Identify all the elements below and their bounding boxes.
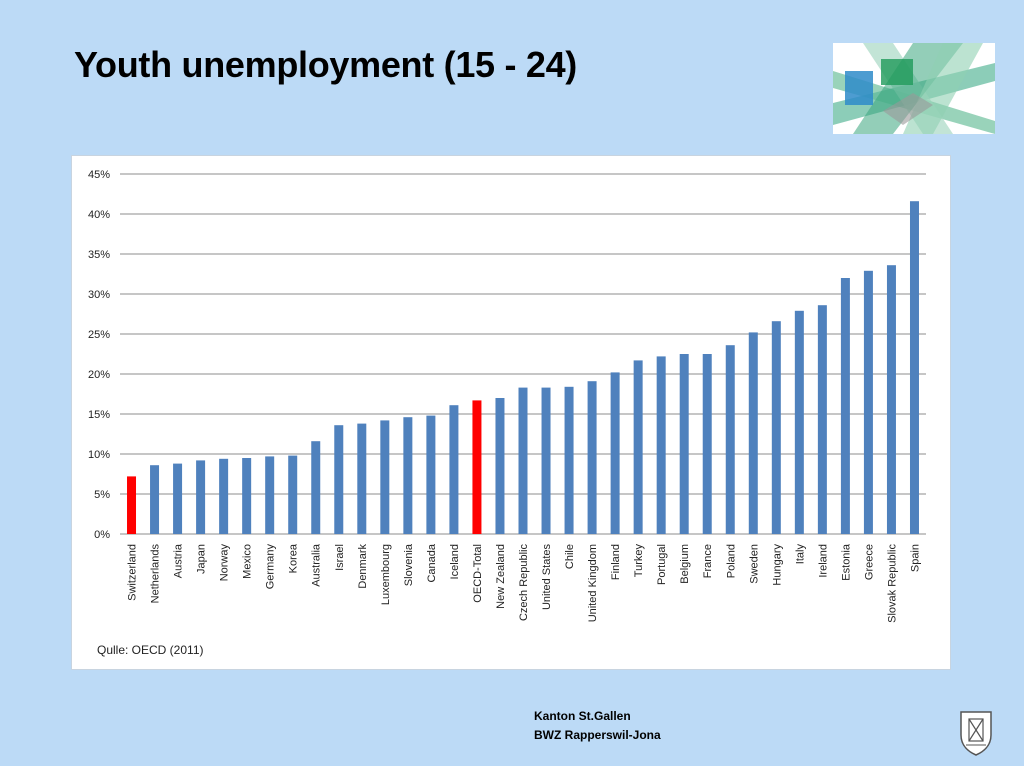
bar-switzerland bbox=[127, 476, 137, 534]
x-tick-label: Finland bbox=[610, 544, 622, 580]
x-tick-label: Netherlands bbox=[150, 544, 162, 604]
bar-netherlands bbox=[150, 465, 160, 534]
logo-graphic bbox=[833, 43, 995, 134]
y-tick-label: 0% bbox=[94, 529, 110, 541]
y-tick-label: 25% bbox=[88, 329, 110, 341]
bar-poland bbox=[725, 345, 735, 534]
bar-italy bbox=[794, 310, 804, 534]
x-tick-label: Mexico bbox=[242, 544, 254, 579]
y-tick-label: 30% bbox=[88, 289, 110, 301]
x-tick-label: Italy bbox=[794, 544, 806, 565]
x-tick-label: Greece bbox=[863, 544, 875, 580]
x-tick-label: Australia bbox=[311, 543, 323, 587]
x-tick-label: Slovak Republic bbox=[886, 544, 898, 623]
bars bbox=[127, 201, 919, 534]
bar-united-kingdom bbox=[587, 381, 597, 534]
bar-austria bbox=[173, 463, 183, 534]
bar-greece bbox=[863, 270, 873, 534]
slide-title: Youth unemployment (15 - 24) bbox=[74, 44, 577, 85]
bar-new-zealand bbox=[495, 398, 505, 534]
y-tick-label: 20% bbox=[88, 369, 110, 381]
x-tick-label: Czech Republic bbox=[518, 544, 530, 622]
x-tick-label: Hungary bbox=[771, 544, 783, 586]
bar-slovenia bbox=[403, 417, 413, 534]
x-axis-tick-labels: Switzerland Netherlands Austria Japan Norway… bbox=[127, 543, 922, 623]
bar-united-states bbox=[541, 387, 551, 534]
y-tick-label: 40% bbox=[88, 209, 110, 221]
bar-chile bbox=[564, 386, 574, 534]
x-tick-label: Switzerland bbox=[127, 544, 139, 601]
x-tick-label: Estonia bbox=[840, 543, 852, 581]
footer-school: BWZ Rapperswil-Jona bbox=[534, 728, 661, 742]
x-tick-label: Belgium bbox=[679, 544, 691, 584]
bar-hungary bbox=[771, 321, 781, 534]
x-tick-label: Japan bbox=[196, 544, 208, 574]
y-tick-label: 5% bbox=[94, 489, 110, 501]
bar-turkey bbox=[633, 360, 643, 534]
bar-ireland bbox=[817, 305, 827, 534]
bar-korea bbox=[288, 455, 298, 534]
bar-estonia bbox=[840, 278, 850, 534]
x-tick-label: Slovenia bbox=[403, 543, 415, 586]
y-tick-label: 15% bbox=[88, 409, 110, 421]
chart-panel: 0% 5% 10% 15% 20% 25% 30% 35% 40% 45% Switzerland… bbox=[71, 155, 951, 670]
x-tick-label: Luxembourg bbox=[380, 544, 392, 605]
logo-stripes-icon bbox=[833, 43, 995, 134]
bar-mexico bbox=[242, 458, 252, 534]
x-tick-label: Germany bbox=[265, 544, 277, 590]
bar-portugal bbox=[656, 356, 666, 534]
bar-australia bbox=[311, 441, 321, 534]
x-tick-label: Austria bbox=[173, 543, 185, 578]
y-tick-label: 45% bbox=[88, 169, 110, 181]
bar-luxembourg bbox=[380, 420, 390, 534]
bar-denmark bbox=[357, 423, 367, 534]
x-tick-label: United Kingdom bbox=[587, 544, 599, 622]
bar-japan bbox=[196, 460, 206, 534]
bar-oecd-total bbox=[472, 400, 482, 534]
bar-norway bbox=[219, 458, 229, 534]
bar-belgium bbox=[679, 354, 689, 534]
bar-germany bbox=[265, 456, 275, 534]
x-tick-label: Sweden bbox=[748, 544, 760, 584]
x-tick-label: Korea bbox=[288, 543, 300, 573]
bar-france bbox=[702, 354, 712, 534]
x-tick-label: Ireland bbox=[817, 544, 829, 578]
x-tick-label: Iceland bbox=[449, 544, 461, 579]
x-tick-label: Canada bbox=[426, 543, 438, 582]
x-tick-label: Turkey bbox=[633, 544, 645, 578]
bar-sweden bbox=[748, 332, 758, 534]
bar-slovak-republic bbox=[886, 265, 896, 534]
x-tick-label: United States bbox=[541, 544, 553, 611]
coat-of-arms-icon bbox=[960, 711, 992, 756]
x-tick-label: Denmark bbox=[357, 544, 369, 589]
bar-spain bbox=[909, 201, 919, 534]
bar-czech-republic bbox=[518, 387, 528, 534]
footer-organization: Kanton St.Gallen bbox=[534, 709, 631, 723]
x-tick-label: New Zealand bbox=[495, 544, 507, 609]
x-tick-label: OECD-Total bbox=[472, 544, 484, 603]
y-tick-label: 10% bbox=[88, 449, 110, 461]
x-tick-label: Norway bbox=[219, 544, 231, 582]
bar-finland bbox=[610, 372, 620, 534]
bar-chart: 0% 5% 10% 15% 20% 25% 30% 35% 40% 45% Switzerland… bbox=[88, 169, 926, 623]
x-tick-label: Chile bbox=[564, 544, 576, 569]
x-tick-label: Portugal bbox=[656, 544, 668, 585]
bar-iceland bbox=[449, 405, 459, 534]
x-tick-label: Spain bbox=[909, 544, 921, 572]
x-tick-label: Israel bbox=[334, 544, 346, 571]
bar-canada bbox=[426, 415, 436, 534]
y-axis-tick-labels: 0% 5% 10% 15% 20% 25% 30% 35% 40% 45% bbox=[88, 169, 110, 541]
x-tick-label: France bbox=[702, 544, 714, 578]
source-note: Qulle: OECD (2011) bbox=[97, 643, 204, 657]
y-tick-label: 35% bbox=[88, 249, 110, 261]
x-tick-label: Poland bbox=[725, 544, 737, 578]
bar-israel bbox=[334, 425, 344, 534]
